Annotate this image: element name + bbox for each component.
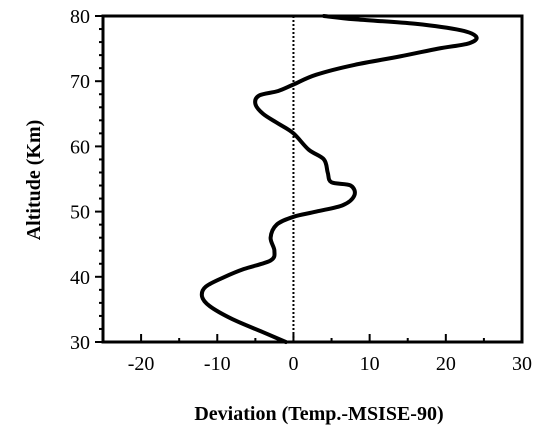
x-tick-label: 0 [288, 353, 298, 375]
y-tick-label: 50 [70, 202, 90, 224]
y-axis-label: Altitude (Km) [23, 120, 45, 241]
x-tick-label: 30 [512, 353, 532, 375]
y-tick-label: 60 [70, 136, 90, 158]
y-tick-label: 70 [70, 71, 90, 93]
x-tick-label: 20 [436, 353, 456, 375]
y-tick-label: 30 [70, 332, 90, 354]
x-axis-label: Deviation (Temp.-MSISE-90) [194, 403, 443, 425]
x-tick-label: 10 [360, 353, 380, 375]
x-tick-label: -20 [128, 353, 155, 375]
y-tick-label: 80 [70, 6, 90, 28]
y-tick-label: 40 [70, 267, 90, 289]
x-tick-label: -10 [204, 353, 231, 375]
plot-frame [101, 14, 524, 344]
temperature-deviation-line [199, 14, 479, 344]
